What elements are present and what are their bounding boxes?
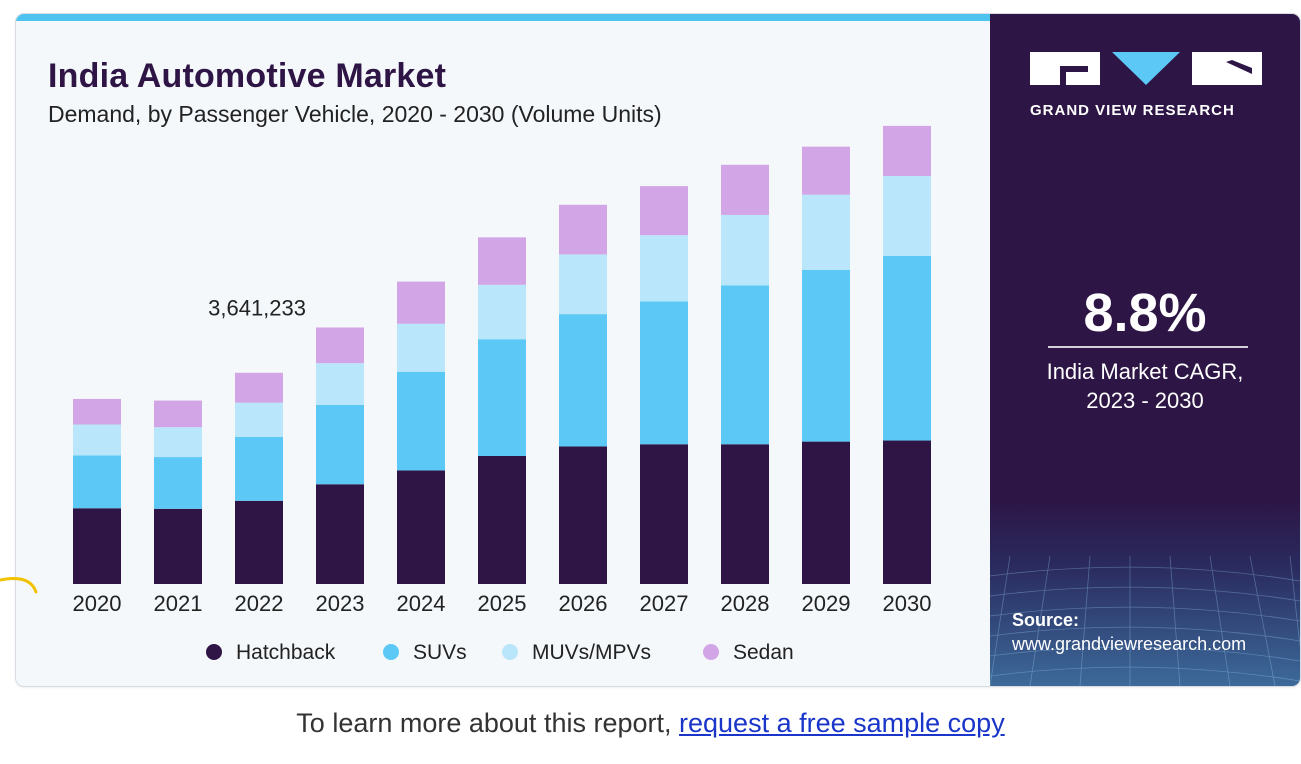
infographic-card: India Automotive Market Demand, by Passe…: [16, 14, 1300, 686]
bar-hatchback-2029: [802, 441, 850, 584]
bar-suvs-2028: [721, 285, 769, 445]
legend-label: Sedan: [733, 641, 794, 664]
bar-suvs-2029: [802, 269, 850, 442]
legend-label: SUVs: [413, 641, 467, 664]
bar-hatchback-2022: [235, 500, 283, 584]
grand-view-research-logo: [1030, 52, 1262, 85]
bar-muvs-mpvs-2027: [640, 235, 688, 302]
source-url: www.grandviewresearch.com: [1012, 634, 1247, 654]
bar-suvs-2023: [316, 404, 364, 485]
bar-sedan-2028: [721, 164, 769, 215]
bar-sedan-2024: [397, 281, 445, 324]
bar-suvs-2025: [478, 339, 526, 456]
cagr-label-line2: 2023 - 2030: [1086, 388, 1204, 413]
bar-suvs-2022: [235, 436, 283, 501]
bar-muvs-mpvs-2030: [883, 176, 931, 256]
bar-suvs-2020: [73, 455, 121, 509]
bar-sedan-2026: [559, 204, 607, 255]
decorative-arc: [0, 577, 38, 594]
chart-panel: India Automotive Market Demand, by Passe…: [16, 21, 990, 686]
bar-sedan-2021: [154, 400, 202, 428]
bar-sedan-2029: [802, 146, 850, 195]
top-accent-bar: [16, 14, 990, 21]
x-tick-label: 2028: [721, 591, 770, 616]
bar-hatchback-2024: [397, 470, 445, 584]
bar-muvs-mpvs-2022: [235, 402, 283, 437]
footer: To learn more about this report, request…: [0, 708, 1301, 739]
footer-text: To learn more about this report,: [296, 708, 672, 738]
bar-hatchback-2027: [640, 444, 688, 584]
request-sample-link[interactable]: request a free sample copy: [679, 708, 1005, 738]
bar-suvs-2030: [883, 256, 931, 441]
bar-muvs-mpvs-2024: [397, 323, 445, 372]
bar-hatchback-2021: [154, 508, 202, 584]
x-tick-label: 2029: [802, 591, 851, 616]
bar-muvs-mpvs-2023: [316, 363, 364, 405]
bar-sedan-2025: [478, 237, 526, 285]
cagr-label: India Market CAGR, 2023 - 2030: [990, 357, 1300, 415]
bar-hatchback-2023: [316, 484, 364, 584]
bar-muvs-mpvs-2026: [559, 254, 607, 315]
bar-hatchback-2020: [73, 508, 121, 584]
bar-muvs-mpvs-2025: [478, 284, 526, 340]
bar-sedan-2020: [73, 398, 121, 425]
source-label: Source:: [1012, 610, 1080, 630]
x-tick-label: 2025: [478, 591, 527, 616]
legend-marker-suvs: [383, 644, 399, 660]
x-tick-label: 2026: [559, 591, 608, 616]
stacked-bar-chart: 2020 2021 2022 2023 3,641,233 2024 2025 2026 202…: [73, 125, 932, 664]
legend-marker-sedan: [703, 644, 719, 660]
bar-hatchback-2025: [478, 456, 526, 584]
cagr-divider: [1048, 346, 1248, 348]
x-tick-label: 2023: [316, 591, 365, 616]
bar-hatchback-2026: [559, 446, 607, 584]
bar-muvs-mpvs-2028: [721, 214, 769, 286]
bar-suvs-2021: [154, 457, 202, 509]
logo-text: GRAND VIEW RESEARCH: [1030, 102, 1235, 119]
side-panel: GRAND VIEW RESEARCH 8.8% India Market CA…: [990, 14, 1300, 686]
chart-title: India Automotive Market: [48, 57, 447, 95]
decorative-grid: [990, 556, 1300, 686]
x-tick-label: 2024: [397, 591, 446, 616]
bar-sedan-2022: [235, 372, 283, 403]
x-tick-label: 2020: [73, 591, 122, 616]
x-tick-label: 2030: [883, 591, 932, 616]
legend-label: MUVs/MPVs: [532, 641, 651, 664]
legend-marker-hatchback: [206, 644, 222, 660]
bar-hatchback-2028: [721, 444, 769, 584]
bar-muvs-mpvs-2020: [73, 424, 121, 456]
bar-sedan-2023: [316, 327, 364, 364]
legend-marker-muvs-mpvs: [502, 644, 518, 660]
x-tick-label: 2027: [640, 591, 689, 616]
x-tick-label: 2021: [154, 591, 203, 616]
x-tick-label: 2022: [235, 591, 284, 616]
cagr-value: 8.8%: [1083, 283, 1207, 343]
chart-subtitle: Demand, by Passenger Vehicle, 2020 - 203…: [48, 101, 662, 127]
bar-sedan-2030: [883, 125, 931, 176]
bar-sedan-2027: [640, 186, 688, 236]
bar-hatchback-2030: [883, 440, 931, 584]
bar-muvs-mpvs-2021: [154, 427, 202, 458]
legend-label: Hatchback: [236, 641, 336, 664]
bar-suvs-2024: [397, 371, 445, 471]
bar-muvs-mpvs-2029: [802, 194, 850, 270]
data-label-annotation: 3,641,233: [208, 295, 306, 320]
cagr-label-line1: India Market CAGR,: [1046, 359, 1244, 384]
bar-suvs-2027: [640, 301, 688, 445]
bar-suvs-2026: [559, 314, 607, 447]
